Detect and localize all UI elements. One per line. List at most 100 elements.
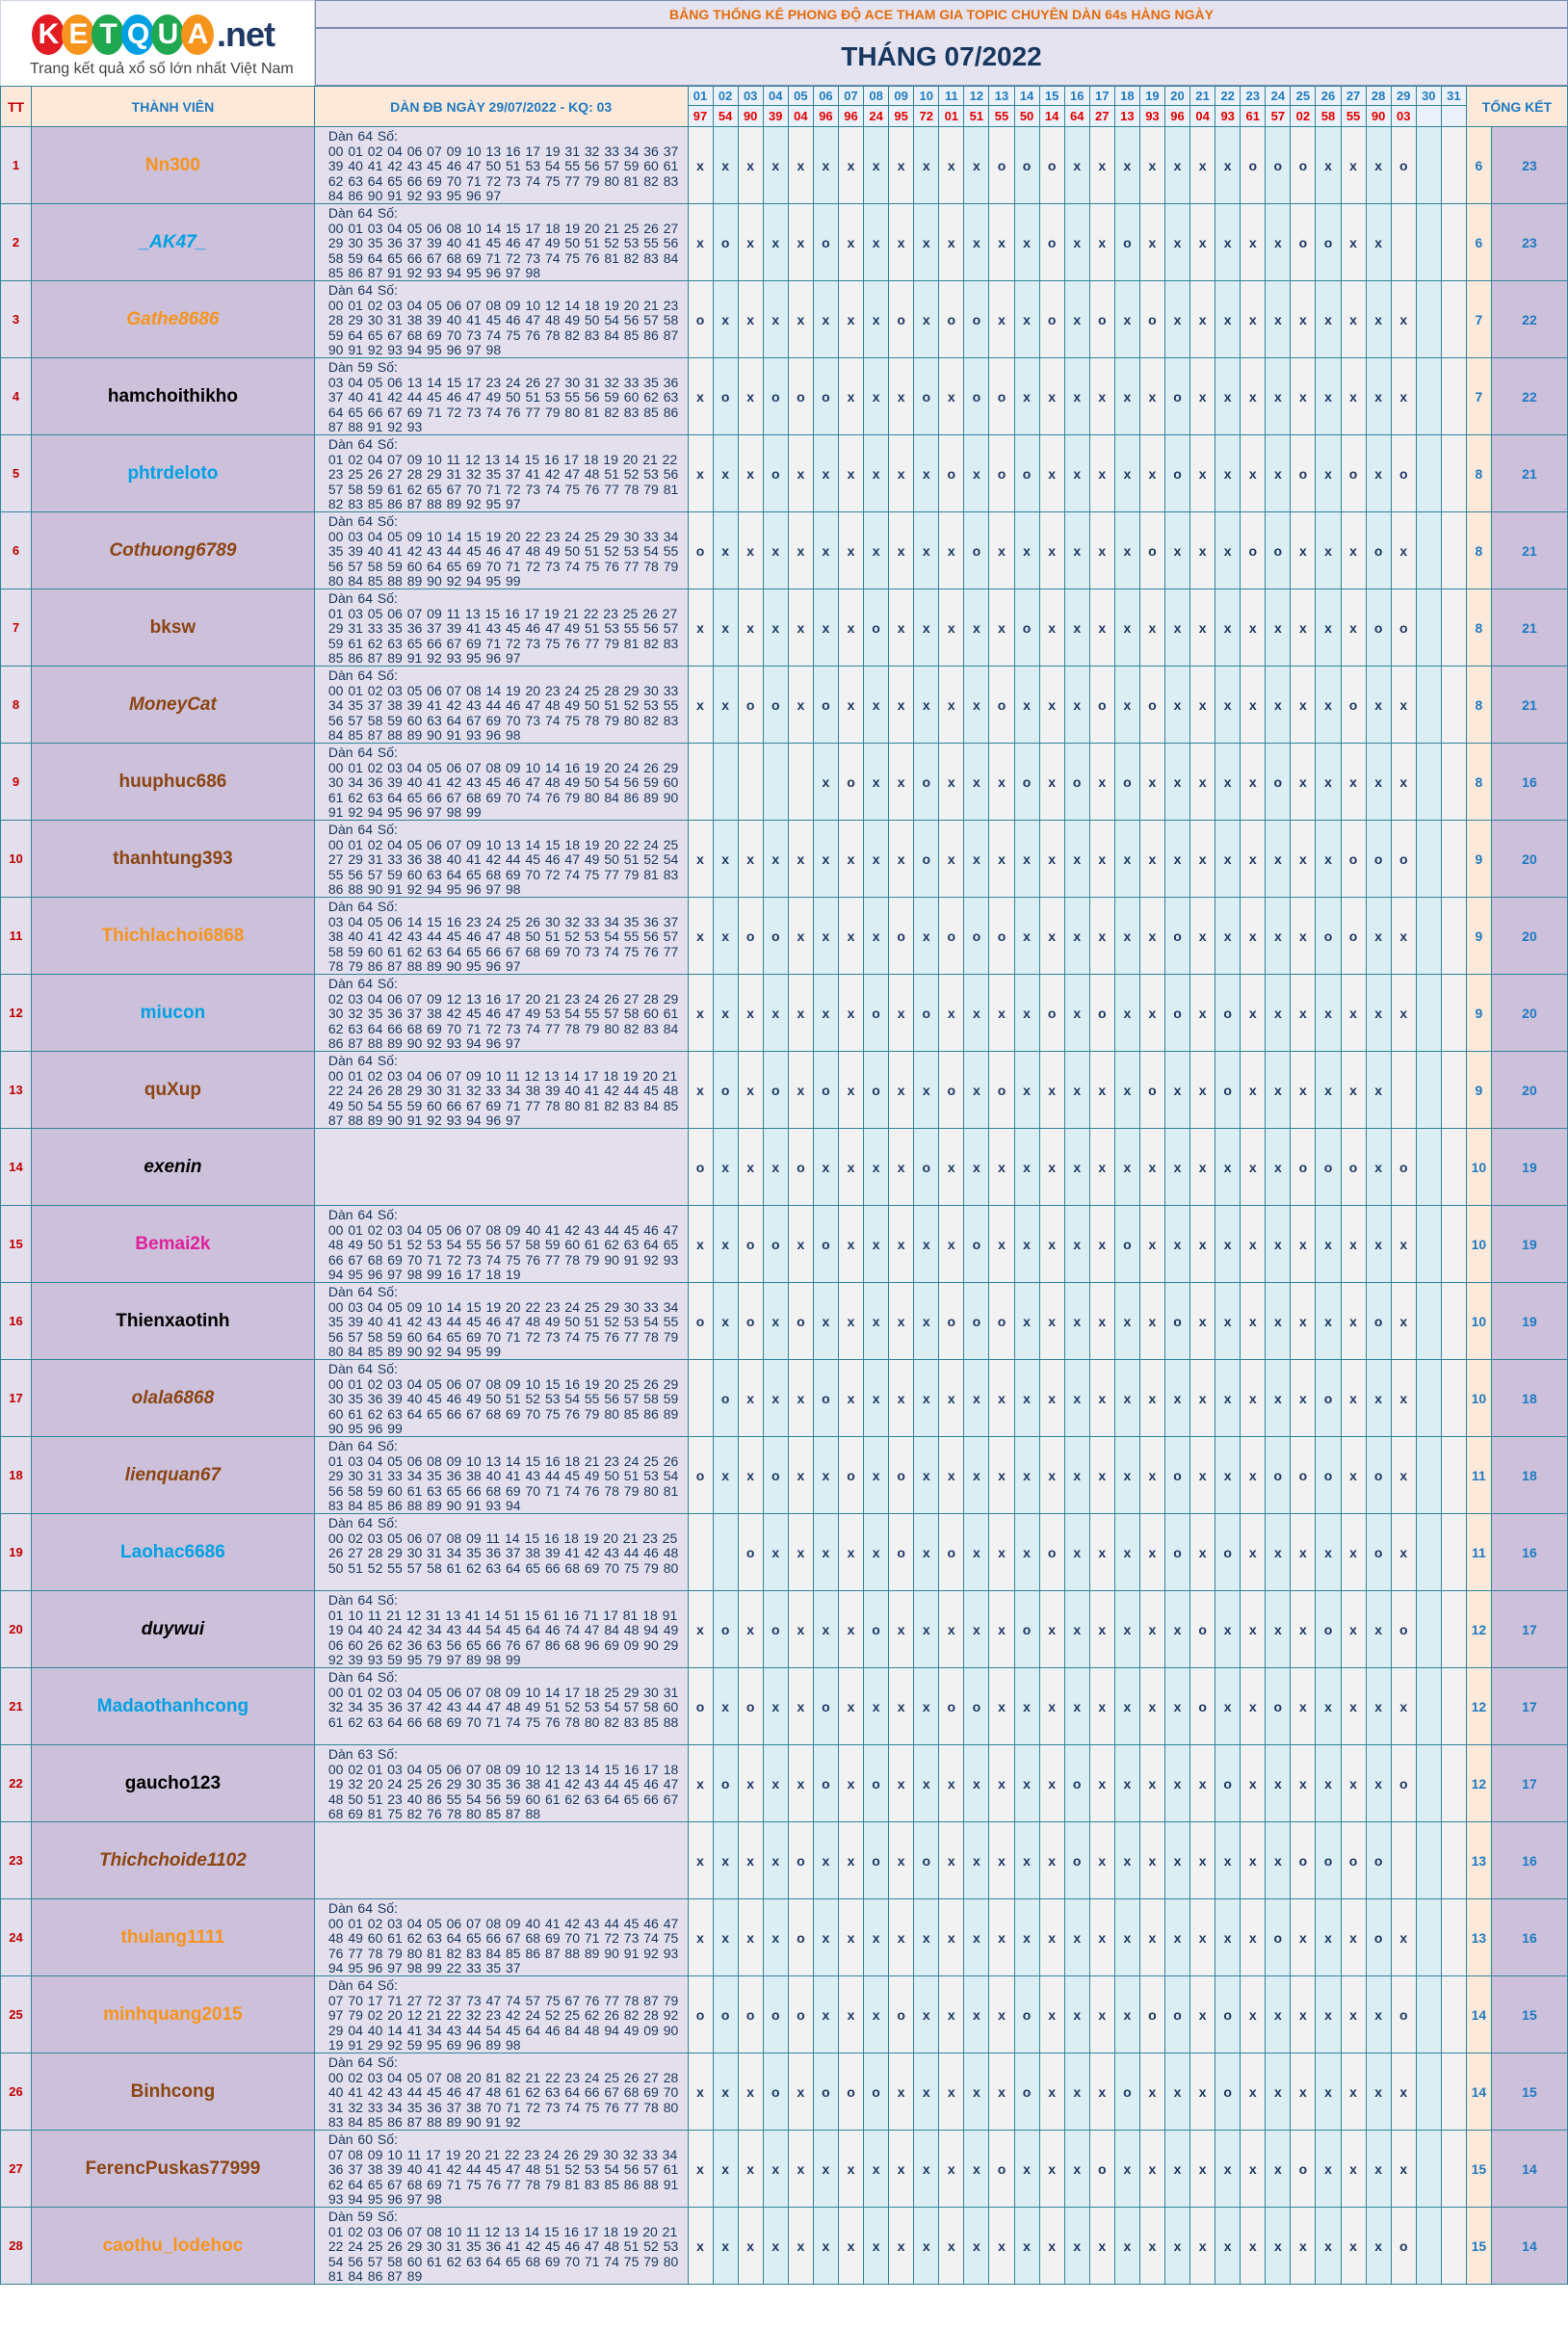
member-name[interactable]: huuphuc686 bbox=[30, 743, 315, 821]
day-mark: x bbox=[1013, 1667, 1040, 1745]
day-mark: x bbox=[938, 1359, 965, 1437]
member-name[interactable]: hamchoithikho bbox=[30, 357, 315, 435]
member-name[interactable]: Nn300 bbox=[30, 126, 315, 204]
day-mark: x bbox=[963, 2053, 990, 2131]
day-mark: x bbox=[888, 126, 915, 204]
day-mark: o bbox=[787, 1898, 814, 1976]
member-name[interactable]: Cothuong6789 bbox=[30, 511, 315, 589]
member-name[interactable]: gaucho123 bbox=[30, 1744, 315, 1822]
day-mark: x bbox=[687, 2207, 714, 2285]
day-mark: x bbox=[1365, 743, 1392, 821]
day-mark: o bbox=[1163, 1513, 1191, 1591]
day-mark: x bbox=[1365, 357, 1392, 435]
member-name[interactable]: Thichchoide1102 bbox=[30, 1821, 315, 1899]
day-mark: x bbox=[737, 974, 764, 1052]
day-mark: o bbox=[988, 1051, 1015, 1129]
row-index: 11 bbox=[0, 897, 32, 975]
member-name[interactable]: miucon bbox=[30, 974, 315, 1052]
member-name[interactable]: caothu_lodehoc bbox=[30, 2207, 315, 2285]
summary-total: 20 bbox=[1490, 897, 1568, 975]
day-mark: x bbox=[837, 2130, 865, 2208]
day-mark: x bbox=[1063, 820, 1090, 898]
day-mark: o bbox=[712, 203, 739, 281]
day-mark bbox=[1415, 1975, 1442, 2053]
member-row: 20 duywui Dàn 64 Số: 01 10 11 21 12 31 13 … bbox=[0, 1590, 1568, 1668]
member-name[interactable]: quXup bbox=[30, 1051, 315, 1129]
member-name[interactable]: lienquan67 bbox=[30, 1436, 315, 1514]
day-mark: x bbox=[1189, 1513, 1216, 1591]
member-name[interactable]: minhquang2015 bbox=[30, 1975, 315, 2053]
day-mark: x bbox=[837, 1590, 865, 1668]
member-name[interactable]: Thienxaotinh bbox=[30, 1282, 315, 1360]
day-mark: x bbox=[1315, 1898, 1342, 1976]
dan-text: Dàn 64 Số: 00 01 02 04 05 06 07 09 10 13… bbox=[327, 822, 679, 896]
day-result: 02 bbox=[1290, 105, 1317, 127]
day-mark: x bbox=[1088, 743, 1115, 821]
day-mark: o bbox=[863, 1744, 890, 1822]
day-mark: x bbox=[863, 126, 890, 204]
ketqua-logo[interactable]: K E T Q U A .net Trang kết quả xổ số lớn nhất … bbox=[0, 0, 315, 89]
member-name[interactable]: MoneyCat bbox=[30, 666, 315, 744]
member-name[interactable]: thanhtung393 bbox=[30, 820, 315, 898]
day-mark: x bbox=[1189, 1282, 1216, 1360]
member-name[interactable]: olala6868 bbox=[30, 1359, 315, 1437]
day-mark: x bbox=[1113, 2207, 1140, 2285]
member-name[interactable]: thulang1111 bbox=[30, 1898, 315, 1976]
day-mark: x bbox=[938, 974, 965, 1052]
day-mark: x bbox=[1013, 1898, 1040, 1976]
day-mark: x bbox=[737, 2053, 764, 2131]
day-mark: o bbox=[687, 1436, 714, 1514]
member-name[interactable]: Laohac6686 bbox=[30, 1513, 315, 1591]
member-row: 19 Laohac6686 Dàn 64 Số: 00 02 03 05 06 07… bbox=[0, 1513, 1568, 1591]
day-mark: x bbox=[1063, 203, 1090, 281]
day-mark: o bbox=[913, 1128, 940, 1206]
member-name[interactable]: exenin bbox=[30, 1128, 315, 1206]
member-name[interactable]: Thichlachoi6868 bbox=[30, 897, 315, 975]
day-mark: o bbox=[1265, 1667, 1292, 1745]
summary-count: 9 bbox=[1465, 897, 1492, 975]
summary-total: 20 bbox=[1490, 1051, 1568, 1129]
day-mark: x bbox=[1240, 820, 1267, 898]
day-mark: x bbox=[963, 434, 990, 512]
day-mark: x bbox=[737, 1898, 764, 1976]
member-name[interactable]: Madaothanhcong bbox=[30, 1667, 315, 1745]
day-result: 04 bbox=[1189, 105, 1216, 127]
member-name[interactable]: bksw bbox=[30, 589, 315, 667]
day-mark: x bbox=[762, 589, 789, 667]
col-header-tt: TT bbox=[0, 86, 32, 127]
day-mark: x bbox=[988, 1590, 1015, 1668]
day-mark: x bbox=[938, 1128, 965, 1206]
stats-table: TT THÀNH VIÊN DÀN ĐB NGÀY 29/07/2022 - K… bbox=[0, 85, 1568, 2285]
member-name[interactable]: FerencPuskas77999 bbox=[30, 2130, 315, 2208]
member-name[interactable]: Bemai2k bbox=[30, 1205, 315, 1283]
member-row: 26 Binhcong Dàn 64 Số: 00 02 03 04 05 07 0… bbox=[0, 2053, 1568, 2131]
day-mark: x bbox=[837, 280, 865, 358]
day-mark: x bbox=[888, 1205, 915, 1283]
day-mark: x bbox=[1189, 280, 1216, 358]
day-mark: o bbox=[1013, 589, 1040, 667]
day-mark: x bbox=[787, 2053, 814, 2131]
day-mark: o bbox=[1138, 511, 1165, 589]
day-result: 95 bbox=[888, 105, 915, 127]
day-mark: x bbox=[1240, 1898, 1267, 1976]
member-name[interactable]: phtrdeloto bbox=[30, 434, 315, 512]
day-mark: x bbox=[1240, 1051, 1267, 1129]
day-mark bbox=[1440, 1744, 1467, 1822]
day-mark: x bbox=[1088, 589, 1115, 667]
day-mark: x bbox=[863, 357, 890, 435]
day-mark: o bbox=[1215, 1051, 1241, 1129]
row-index: 7 bbox=[0, 589, 32, 667]
row-index: 27 bbox=[0, 2130, 32, 2208]
day-mark: o bbox=[1189, 1667, 1216, 1745]
member-name[interactable]: Gathe8686 bbox=[30, 280, 315, 358]
member-name[interactable]: _AK47_ bbox=[30, 203, 315, 281]
member-name[interactable]: duywui bbox=[30, 1590, 315, 1668]
dan-text: Dàn 64 Số: 00 03 04 05 09 10 14 15 19 20… bbox=[327, 513, 679, 588]
day-mark: x bbox=[1290, 1282, 1317, 1360]
member-row: 23 Thichchoide1102 x x x x o x x o x o x x x x x o x x x x x x x… bbox=[0, 1821, 1568, 1899]
day-mark: o bbox=[1365, 511, 1392, 589]
day-mark: o bbox=[1315, 1359, 1342, 1437]
day-mark bbox=[1415, 511, 1442, 589]
member-name[interactable]: Binhcong bbox=[30, 2053, 315, 2131]
day-mark: x bbox=[1113, 1590, 1140, 1668]
